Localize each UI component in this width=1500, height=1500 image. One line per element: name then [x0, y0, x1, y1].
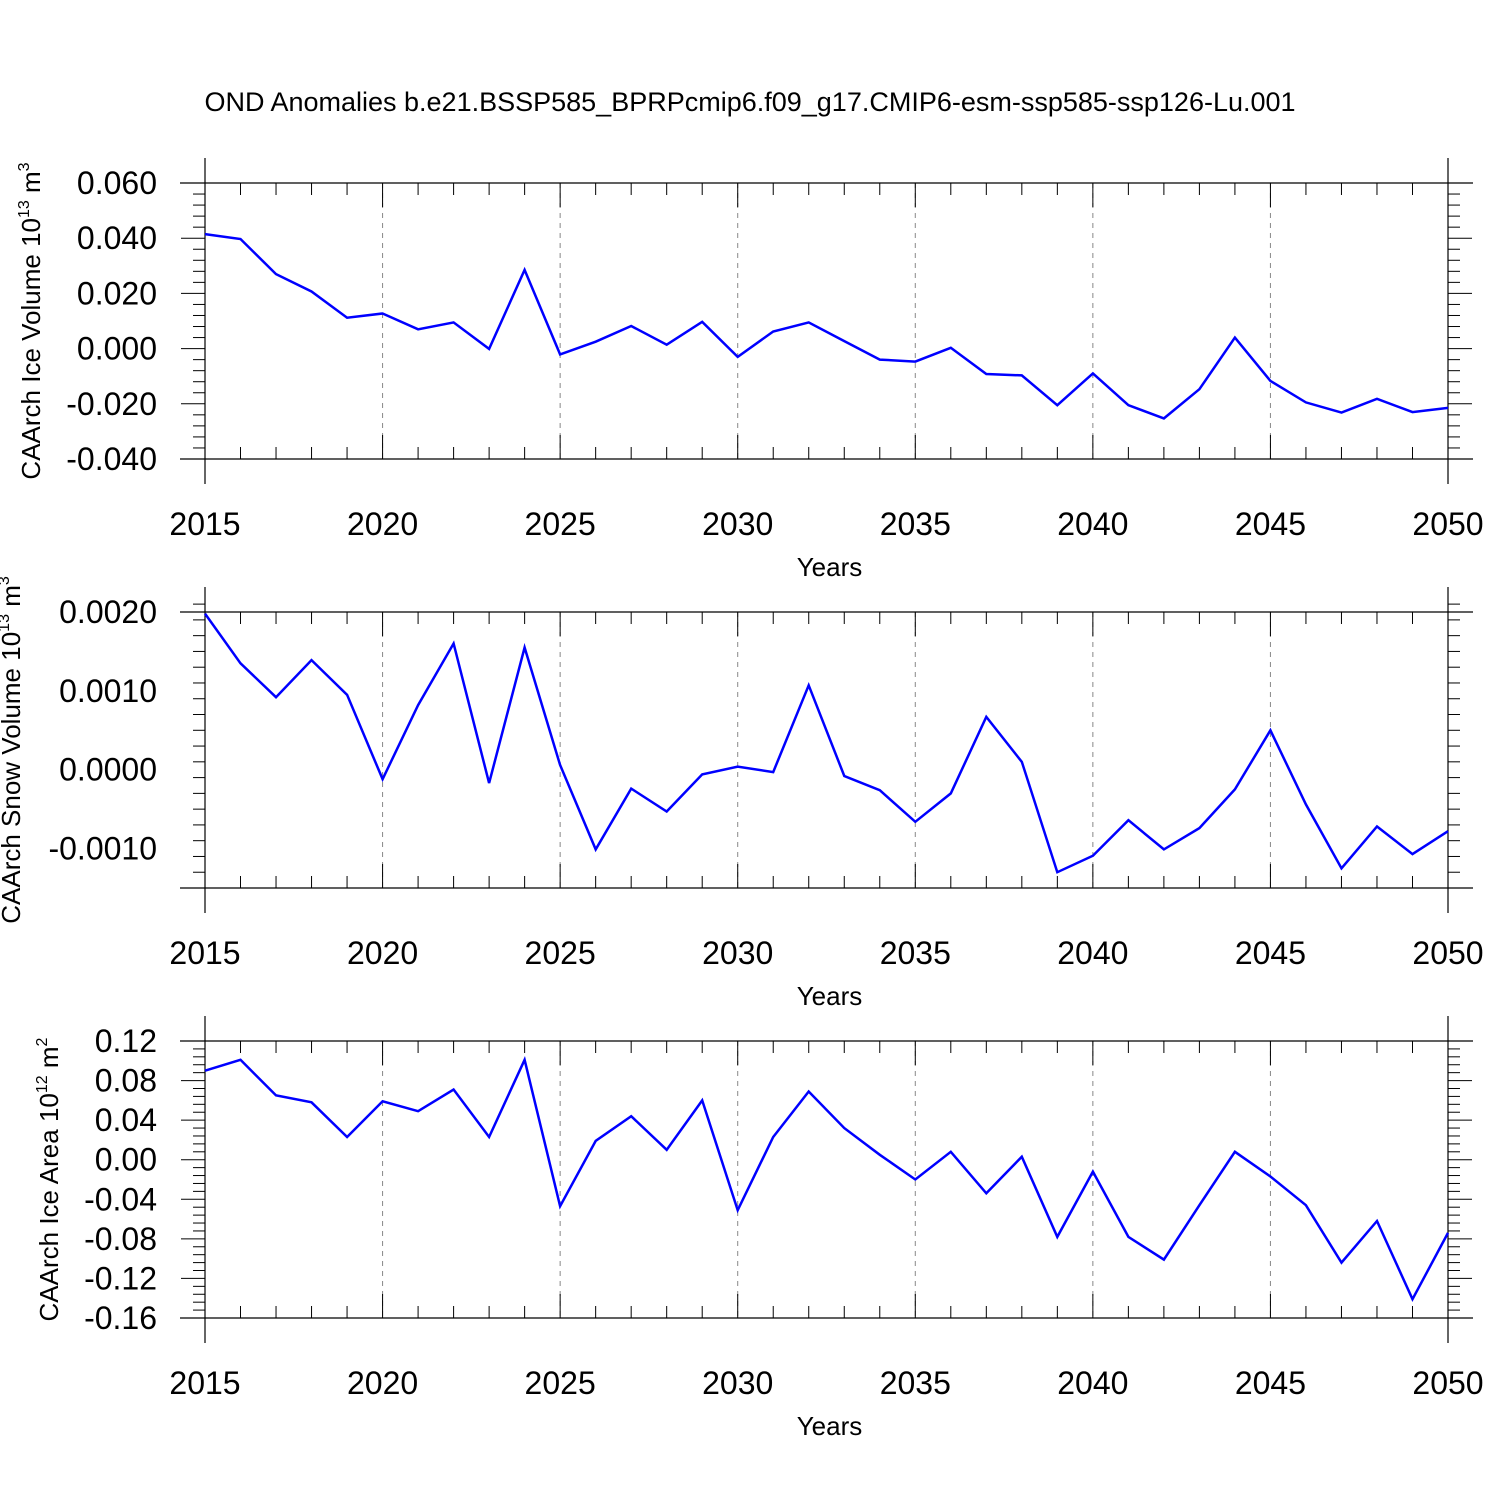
y-axis-label: CAArch Ice Area 1012 m2 — [34, 1037, 64, 1321]
series-line — [203, 612, 1449, 874]
x-tick-label: 2030 — [702, 935, 773, 971]
x-tick-label: 2045 — [1235, 935, 1306, 971]
x-tick-label: 2040 — [1057, 935, 1128, 971]
x-tick-label: 2045 — [1235, 1365, 1306, 1401]
x-axis-label: Years — [797, 1411, 863, 1441]
y-tick-label: 0.0020 — [59, 594, 157, 630]
x-tick-label: 2050 — [1412, 1365, 1483, 1401]
y-tick-label: -0.020 — [66, 386, 157, 422]
y-tick-label: -0.16 — [84, 1300, 157, 1336]
x-tick-label: 2030 — [702, 506, 773, 542]
chart-panel-2: 2015 2020 2025 2030 2035 2040 2045 2050 -0.0010 0… — [0, 576, 1484, 1011]
y-tick-label: 0.04 — [95, 1102, 157, 1138]
x-tick-label: 2020 — [347, 1365, 418, 1401]
chart-panel-1: 2015 2020 2025 2030 2035 2040 2045 2050 -0.040 -0… — [16, 158, 1484, 582]
x-tick-label: 2035 — [880, 506, 951, 542]
x-axis-label: Years — [797, 981, 863, 1011]
y-tick-label: 0.08 — [95, 1063, 157, 1099]
y-tick-label: -0.0010 — [48, 831, 157, 867]
x-tick-label: 2025 — [525, 506, 596, 542]
x-tick-label: 2015 — [169, 506, 240, 542]
y-tick-label: -0.040 — [66, 441, 157, 477]
x-tick-label: 2020 — [347, 935, 418, 971]
y-tick-label: -0.04 — [84, 1181, 157, 1217]
x-tick-label: 2040 — [1057, 506, 1128, 542]
y-tick-label: 0.0000 — [59, 752, 157, 788]
x-tick-label: 2045 — [1235, 506, 1306, 542]
y-tick-label: 0.020 — [77, 275, 157, 311]
x-tick-label: 2020 — [347, 506, 418, 542]
y-tick-label: 0.0010 — [59, 673, 157, 709]
chart-panels: 2015 2020 2025 2030 2035 2040 2045 2050 -0.040 -0… — [0, 158, 1484, 1441]
y-tick-label: 0.040 — [77, 220, 157, 256]
x-axis-label: Years — [797, 552, 863, 582]
x-tick-label: 2030 — [702, 1365, 773, 1401]
x-tick-label: 2040 — [1057, 1365, 1128, 1401]
x-tick-label: 2035 — [880, 935, 951, 971]
x-tick-label: 2035 — [880, 1365, 951, 1401]
series-line — [204, 232, 1449, 420]
y-axis-label: CAArch Ice Volume 1013 m3 — [16, 162, 46, 479]
y-tick-label: 0.12 — [95, 1023, 157, 1059]
x-tick-label: 2050 — [1412, 935, 1483, 971]
y-tick-label: 0.000 — [77, 331, 157, 367]
y-tick-label: 0.00 — [95, 1142, 157, 1178]
x-tick-label: 2050 — [1412, 506, 1483, 542]
x-tick-label: 2025 — [525, 1365, 596, 1401]
chart-title: OND Anomalies b.e21.BSSP585_BPRPcmip6.f0… — [204, 87, 1295, 117]
y-tick-label: -0.12 — [84, 1260, 157, 1296]
y-tick-label: -0.08 — [84, 1221, 157, 1257]
chart-panel-3: 2015 2020 2025 2030 2035 2040 2045 2050 -0.16 -0.… — [34, 1016, 1484, 1441]
y-tick-label: 0.060 — [77, 165, 157, 201]
x-tick-label: 2015 — [169, 935, 240, 971]
y-axis-label: CAArch Snow Volume 1013 m3 — [0, 576, 26, 924]
x-tick-label: 2025 — [525, 935, 596, 971]
x-tick-label: 2015 — [169, 1365, 240, 1401]
series-line — [204, 1056, 1450, 1303]
